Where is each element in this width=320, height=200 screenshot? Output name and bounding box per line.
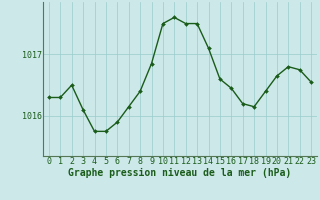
X-axis label: Graphe pression niveau de la mer (hPa): Graphe pression niveau de la mer (hPa): [68, 168, 292, 178]
